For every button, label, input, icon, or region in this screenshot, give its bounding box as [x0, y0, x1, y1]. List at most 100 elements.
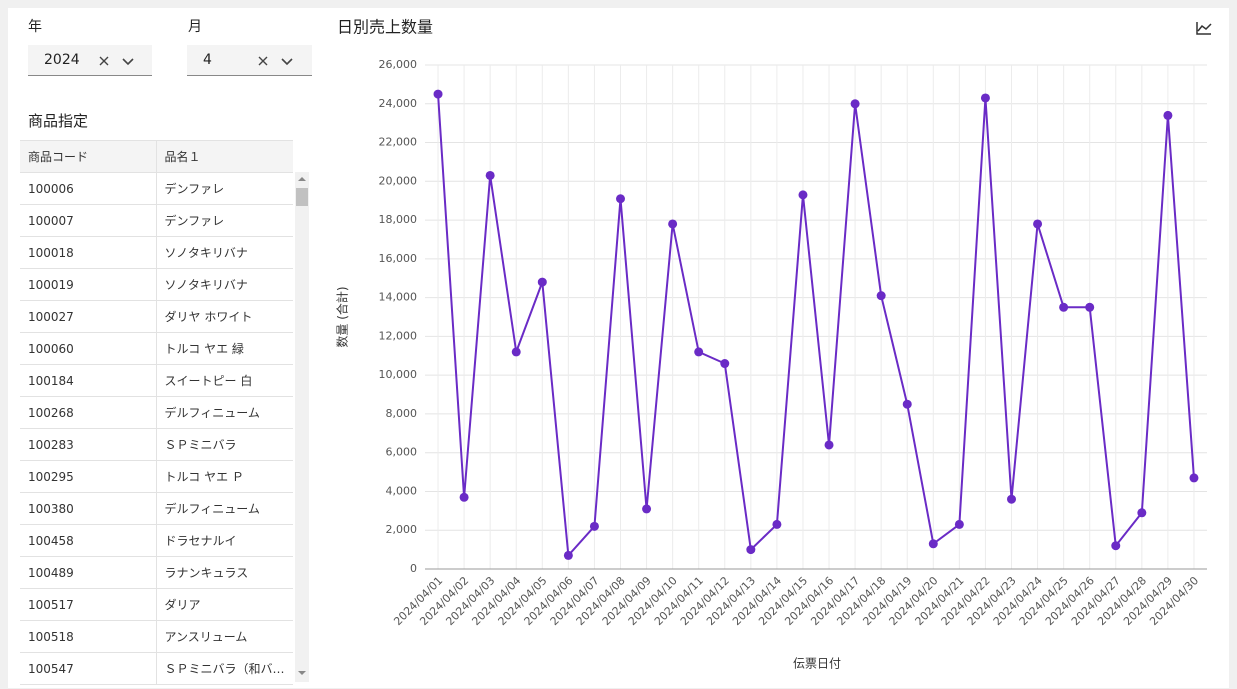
scroll-up[interactable]: [298, 176, 306, 182]
table-cell: アンスリューム: [156, 620, 293, 653]
table-cell: 100518: [20, 620, 157, 653]
dropdown-icon[interactable]: [281, 55, 293, 67]
table-cell: 100517: [20, 588, 157, 621]
data-point: [1007, 494, 1016, 504]
chart-title: 日別売上数量: [337, 18, 433, 37]
scroll-down[interactable]: [298, 670, 306, 676]
header-row: 商品コード 品名１: [20, 141, 293, 173]
table-row[interactable]: 100268 デルフィニューム: [20, 396, 293, 429]
data-line: [437, 94, 1195, 558]
data-point: [589, 521, 599, 531]
table-cell: ソノタキリバナ: [156, 236, 293, 269]
data-point: [642, 504, 652, 514]
data-point: [668, 219, 678, 229]
data-point: [824, 440, 834, 450]
y-tick-label: 4,000: [386, 484, 418, 497]
y-tick-label: 22,000: [379, 136, 418, 149]
table-cell: ダリア: [156, 588, 293, 621]
table-row[interactable]: 100018 ソノタキリバナ: [20, 236, 293, 269]
table-cell: 100184: [20, 364, 157, 397]
data-point: [980, 93, 990, 103]
table-row[interactable]: 100295 トルコ ヤエ Ｐ: [20, 460, 293, 493]
product-table: 商品コード 品名１ 100006 デンファレ 100007 デンファレ 100018 ソノタ…: [20, 141, 293, 685]
data-point: [616, 194, 625, 204]
data-point: [954, 519, 964, 529]
column-header: 品名１: [156, 141, 293, 173]
y-tick-label: 24,000: [379, 97, 418, 110]
table-row[interactable]: 100283 ＳＰミニバラ: [20, 428, 293, 461]
y-tick-label: 0: [410, 562, 417, 575]
table-row[interactable]: 100458 ドラセナルイ: [20, 524, 293, 557]
table-row[interactable]: 100547 ＳＰミニバラ（和バ…: [20, 652, 293, 685]
table-row[interactable]: 100007 デンファレ: [20, 204, 293, 237]
data-point: [798, 190, 808, 200]
data-point: [485, 170, 495, 180]
y-tick-label: 18,000: [379, 213, 418, 226]
y-tick-label: 26,000: [379, 58, 418, 71]
table-cell: 100060: [20, 332, 157, 365]
scroll-thumb[interactable]: [296, 188, 308, 206]
table-cell: 100295: [20, 460, 157, 493]
table-row[interactable]: 100380 デルフィニューム: [20, 492, 293, 525]
y-tick-label: 10,000: [379, 368, 418, 381]
table-row[interactable]: 100517 ダリア: [20, 588, 293, 621]
y-tick-label: 16,000: [379, 252, 418, 265]
column-header: 商品コード: [20, 141, 157, 173]
table-row[interactable]: 100027 ダリヤ ホワイト: [20, 300, 293, 333]
table-cell: デンファレ: [156, 172, 293, 205]
y-axis-title: 数量 (合計): [335, 286, 350, 347]
data-point: [563, 550, 573, 560]
data-point: [928, 539, 938, 549]
table-row[interactable]: 100060 トルコ ヤエ 緑: [20, 332, 293, 365]
table-cell: 100018: [20, 236, 157, 269]
data-point: [1085, 302, 1095, 312]
data-point: [746, 545, 756, 555]
table-cell: デルフィニューム: [156, 492, 293, 525]
table-cell: 100007: [20, 204, 157, 237]
data-point: [720, 359, 730, 369]
data-point: [459, 492, 469, 502]
table-row[interactable]: 100019 ソノタキリバナ: [20, 268, 293, 301]
dropdown-icon[interactable]: [122, 55, 134, 67]
data-point: [1059, 302, 1069, 312]
y-tick-label: 14,000: [379, 291, 418, 304]
table-cell: スイートピー 白: [156, 364, 293, 397]
data-point: [1137, 508, 1147, 518]
table-cell: 100006: [20, 172, 157, 205]
table-cell: デンファレ: [156, 204, 293, 237]
table-cell: ドラセナルイ: [156, 524, 293, 557]
data-point: [433, 89, 443, 99]
y-tick-label: 20,000: [379, 174, 418, 187]
month-select[interactable]: 4: [187, 45, 312, 76]
table-cell: 100019: [20, 268, 157, 301]
data-point: [1189, 473, 1199, 483]
table-cell: トルコ ヤエ Ｐ: [156, 460, 293, 493]
year-select[interactable]: 2024: [28, 45, 152, 76]
data-point: [537, 277, 547, 287]
data-point: [876, 291, 886, 301]
data-point: [694, 347, 704, 357]
table-row[interactable]: 100489 ラナンキュラス: [20, 556, 293, 589]
data-point: [1033, 219, 1043, 229]
clear-icon[interactable]: [257, 55, 269, 67]
scrollbar[interactable]: [295, 172, 309, 682]
table-row[interactable]: 100518 アンスリューム: [20, 620, 293, 653]
data-point: [511, 347, 521, 357]
table-row[interactable]: 100184 スイートピー 白: [20, 364, 293, 397]
chart-type-button[interactable]: [1193, 18, 1213, 38]
filter-label: 月: [188, 19, 202, 35]
x-axis-title: 伝票日付: [793, 657, 841, 671]
table-container: 商品コード 品名１ 100006 デンファレ 100007 デンファレ 100018 ソノタ…: [20, 140, 293, 689]
select-value: 4: [203, 52, 212, 68]
table-cell: 100027: [20, 300, 157, 333]
table-cell: ＳＰミニバラ: [156, 428, 293, 461]
clear-icon[interactable]: [98, 55, 110, 67]
data-point: [1163, 110, 1173, 120]
table-row[interactable]: 100006 デンファレ: [20, 172, 293, 205]
table-cell: 100547: [20, 652, 157, 685]
data-point: [772, 519, 782, 529]
data-point: [1111, 541, 1121, 551]
table-cell: 100489: [20, 556, 157, 589]
